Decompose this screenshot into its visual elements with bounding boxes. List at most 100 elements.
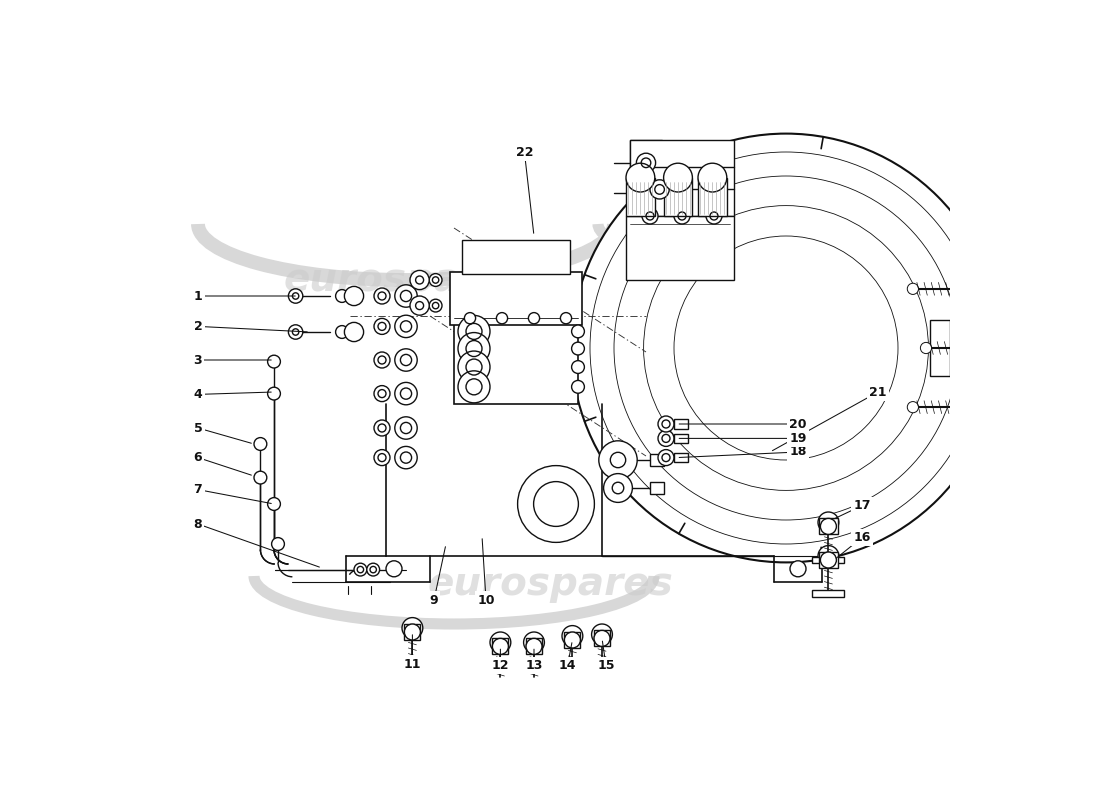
Circle shape xyxy=(658,430,674,446)
Circle shape xyxy=(564,632,581,648)
Circle shape xyxy=(698,163,727,192)
Bar xyxy=(526,638,542,654)
Text: 15: 15 xyxy=(597,659,615,672)
Bar xyxy=(564,632,581,648)
Circle shape xyxy=(395,382,417,405)
Circle shape xyxy=(254,438,267,450)
Text: 21: 21 xyxy=(869,386,887,398)
Circle shape xyxy=(560,313,572,324)
Circle shape xyxy=(572,381,584,394)
Circle shape xyxy=(518,466,594,542)
Text: 12: 12 xyxy=(492,659,509,672)
Circle shape xyxy=(458,315,490,347)
Bar xyxy=(650,454,664,466)
Circle shape xyxy=(572,361,584,374)
Circle shape xyxy=(429,299,442,312)
Bar xyxy=(674,419,689,429)
Circle shape xyxy=(254,471,267,484)
Text: 19: 19 xyxy=(790,432,806,445)
Circle shape xyxy=(402,618,422,638)
Circle shape xyxy=(464,313,475,324)
Circle shape xyxy=(821,518,836,534)
Circle shape xyxy=(267,355,280,368)
Bar xyxy=(630,140,662,248)
Bar xyxy=(674,434,689,443)
Bar xyxy=(493,638,508,654)
Text: 9: 9 xyxy=(430,594,438,606)
Text: 22: 22 xyxy=(516,146,534,158)
Circle shape xyxy=(395,349,417,371)
Bar xyxy=(698,178,727,216)
Text: 6: 6 xyxy=(194,451,202,464)
Circle shape xyxy=(272,538,285,550)
Bar xyxy=(405,624,420,640)
Circle shape xyxy=(405,624,420,640)
Circle shape xyxy=(344,322,364,342)
Circle shape xyxy=(674,208,690,224)
Circle shape xyxy=(818,546,839,566)
Circle shape xyxy=(366,563,379,576)
Circle shape xyxy=(410,296,429,315)
Text: eurospares: eurospares xyxy=(427,565,673,603)
Text: 4: 4 xyxy=(194,388,202,401)
Circle shape xyxy=(374,288,390,304)
Bar xyxy=(450,272,582,325)
Circle shape xyxy=(374,352,390,368)
Text: 20: 20 xyxy=(790,418,806,430)
Bar xyxy=(594,630,610,646)
Circle shape xyxy=(598,441,637,479)
Text: 5: 5 xyxy=(194,422,202,434)
Text: 18: 18 xyxy=(790,446,806,458)
Circle shape xyxy=(288,325,302,339)
Circle shape xyxy=(980,342,992,354)
Circle shape xyxy=(374,386,390,402)
Circle shape xyxy=(288,289,302,303)
Circle shape xyxy=(490,632,510,653)
Text: 8: 8 xyxy=(194,518,202,530)
Circle shape xyxy=(526,638,542,654)
Circle shape xyxy=(344,286,364,306)
Text: 2: 2 xyxy=(194,320,202,333)
Circle shape xyxy=(458,333,490,365)
Circle shape xyxy=(921,342,932,354)
Bar xyxy=(626,178,654,216)
Bar xyxy=(818,552,838,568)
Circle shape xyxy=(908,402,918,413)
Circle shape xyxy=(493,638,508,654)
Circle shape xyxy=(658,416,674,432)
Text: 16: 16 xyxy=(854,531,871,544)
Circle shape xyxy=(374,420,390,436)
Text: 17: 17 xyxy=(854,499,871,512)
Circle shape xyxy=(572,134,1000,562)
Text: 11: 11 xyxy=(404,658,421,670)
Circle shape xyxy=(821,552,836,568)
Bar xyxy=(630,140,734,216)
Text: 10: 10 xyxy=(477,594,495,606)
Bar xyxy=(813,590,845,597)
Circle shape xyxy=(336,326,349,338)
Circle shape xyxy=(790,561,806,577)
Bar xyxy=(930,320,950,376)
Circle shape xyxy=(637,153,656,173)
Bar xyxy=(454,318,578,404)
Circle shape xyxy=(594,630,610,646)
Text: 14: 14 xyxy=(559,659,576,672)
Circle shape xyxy=(663,163,692,192)
Bar xyxy=(626,216,734,280)
Circle shape xyxy=(374,450,390,466)
Circle shape xyxy=(395,315,417,338)
Text: 3: 3 xyxy=(194,354,202,366)
Circle shape xyxy=(642,208,658,224)
Bar xyxy=(674,453,689,462)
Circle shape xyxy=(395,285,417,307)
Text: 7: 7 xyxy=(194,483,202,496)
Circle shape xyxy=(429,274,442,286)
Circle shape xyxy=(395,446,417,469)
Circle shape xyxy=(592,624,613,645)
Circle shape xyxy=(562,626,583,646)
Circle shape xyxy=(267,498,280,510)
Bar xyxy=(813,557,845,563)
Bar xyxy=(663,178,692,216)
Circle shape xyxy=(336,290,349,302)
Circle shape xyxy=(528,313,540,324)
